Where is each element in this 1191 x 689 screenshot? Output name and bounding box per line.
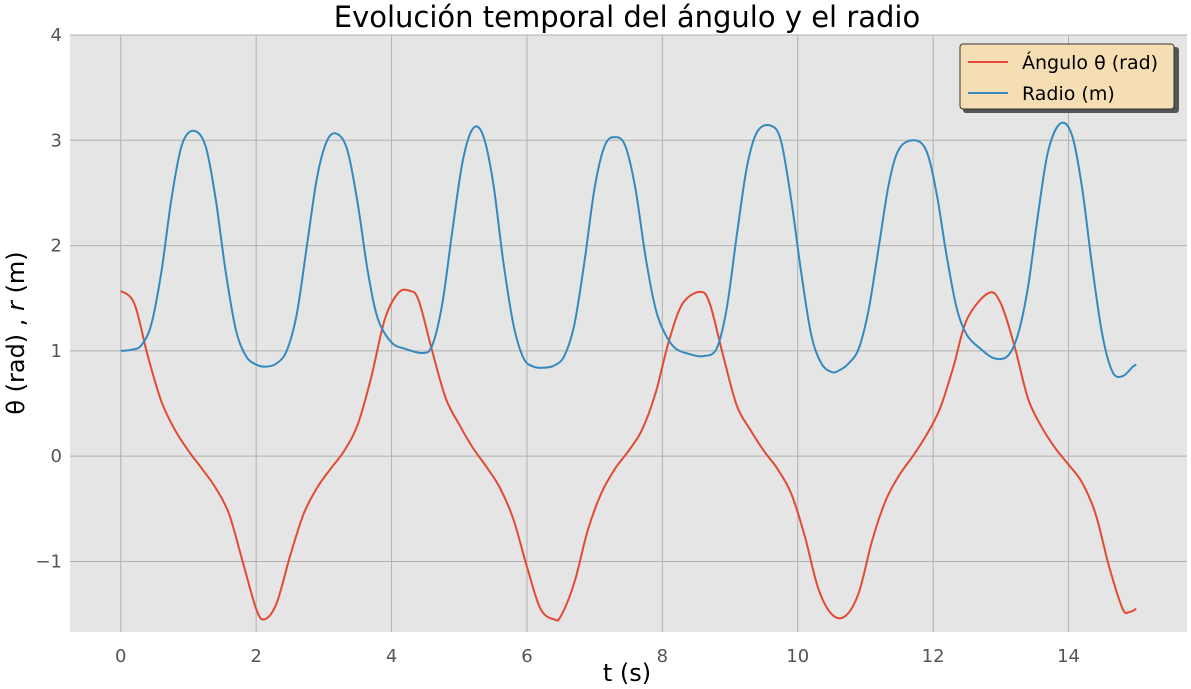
legend-box [959, 43, 1175, 110]
y-axis-label: θ (rad) , r (m) [2, 251, 30, 414]
legend-label-radio: Radio (m) [1022, 83, 1115, 105]
y-tick-label: −1 [35, 551, 62, 572]
grid-y [70, 34, 1187, 562]
y-axis-label-suffix: (m) [2, 251, 30, 301]
y-tick-label: 4 [51, 25, 62, 46]
y-axis-label-var: r [2, 299, 30, 311]
x-tick-label: 14 [1057, 646, 1080, 667]
y-tick-label: 0 [51, 446, 62, 467]
series-line-angulo [120, 288, 1137, 622]
series-line-radio [120, 121, 1137, 378]
x-tick-labels: 0 2 4 6 8 10 12 14 [115, 646, 1080, 667]
x-axis-label: t (s) [603, 659, 651, 687]
x-tick-label: 8 [657, 646, 668, 667]
y-tick-labels: −1 0 1 2 3 4 [35, 25, 62, 572]
x-tick-label: 0 [115, 646, 126, 667]
y-tick-label: 2 [51, 236, 62, 257]
legend-label-angulo: Ángulo θ (rad) [1022, 51, 1158, 74]
y-tick-label: 3 [51, 130, 62, 151]
x-tick-label: 2 [250, 646, 261, 667]
chart-title: Evolución temporal del ángulo y el radio [334, 0, 920, 34]
x-tick-label: 6 [521, 646, 532, 667]
y-axis-label-prefix: θ (rad) , [2, 311, 30, 415]
grid-x [120, 35, 1070, 632]
series-layer [120, 121, 1137, 622]
legend: Ángulo θ (rad) Radio (m) [959, 43, 1179, 113]
x-tick-label: 10 [786, 646, 809, 667]
y-tick-label: 1 [51, 341, 62, 362]
x-tick-label: 4 [386, 646, 397, 667]
x-tick-label: 12 [922, 646, 945, 667]
